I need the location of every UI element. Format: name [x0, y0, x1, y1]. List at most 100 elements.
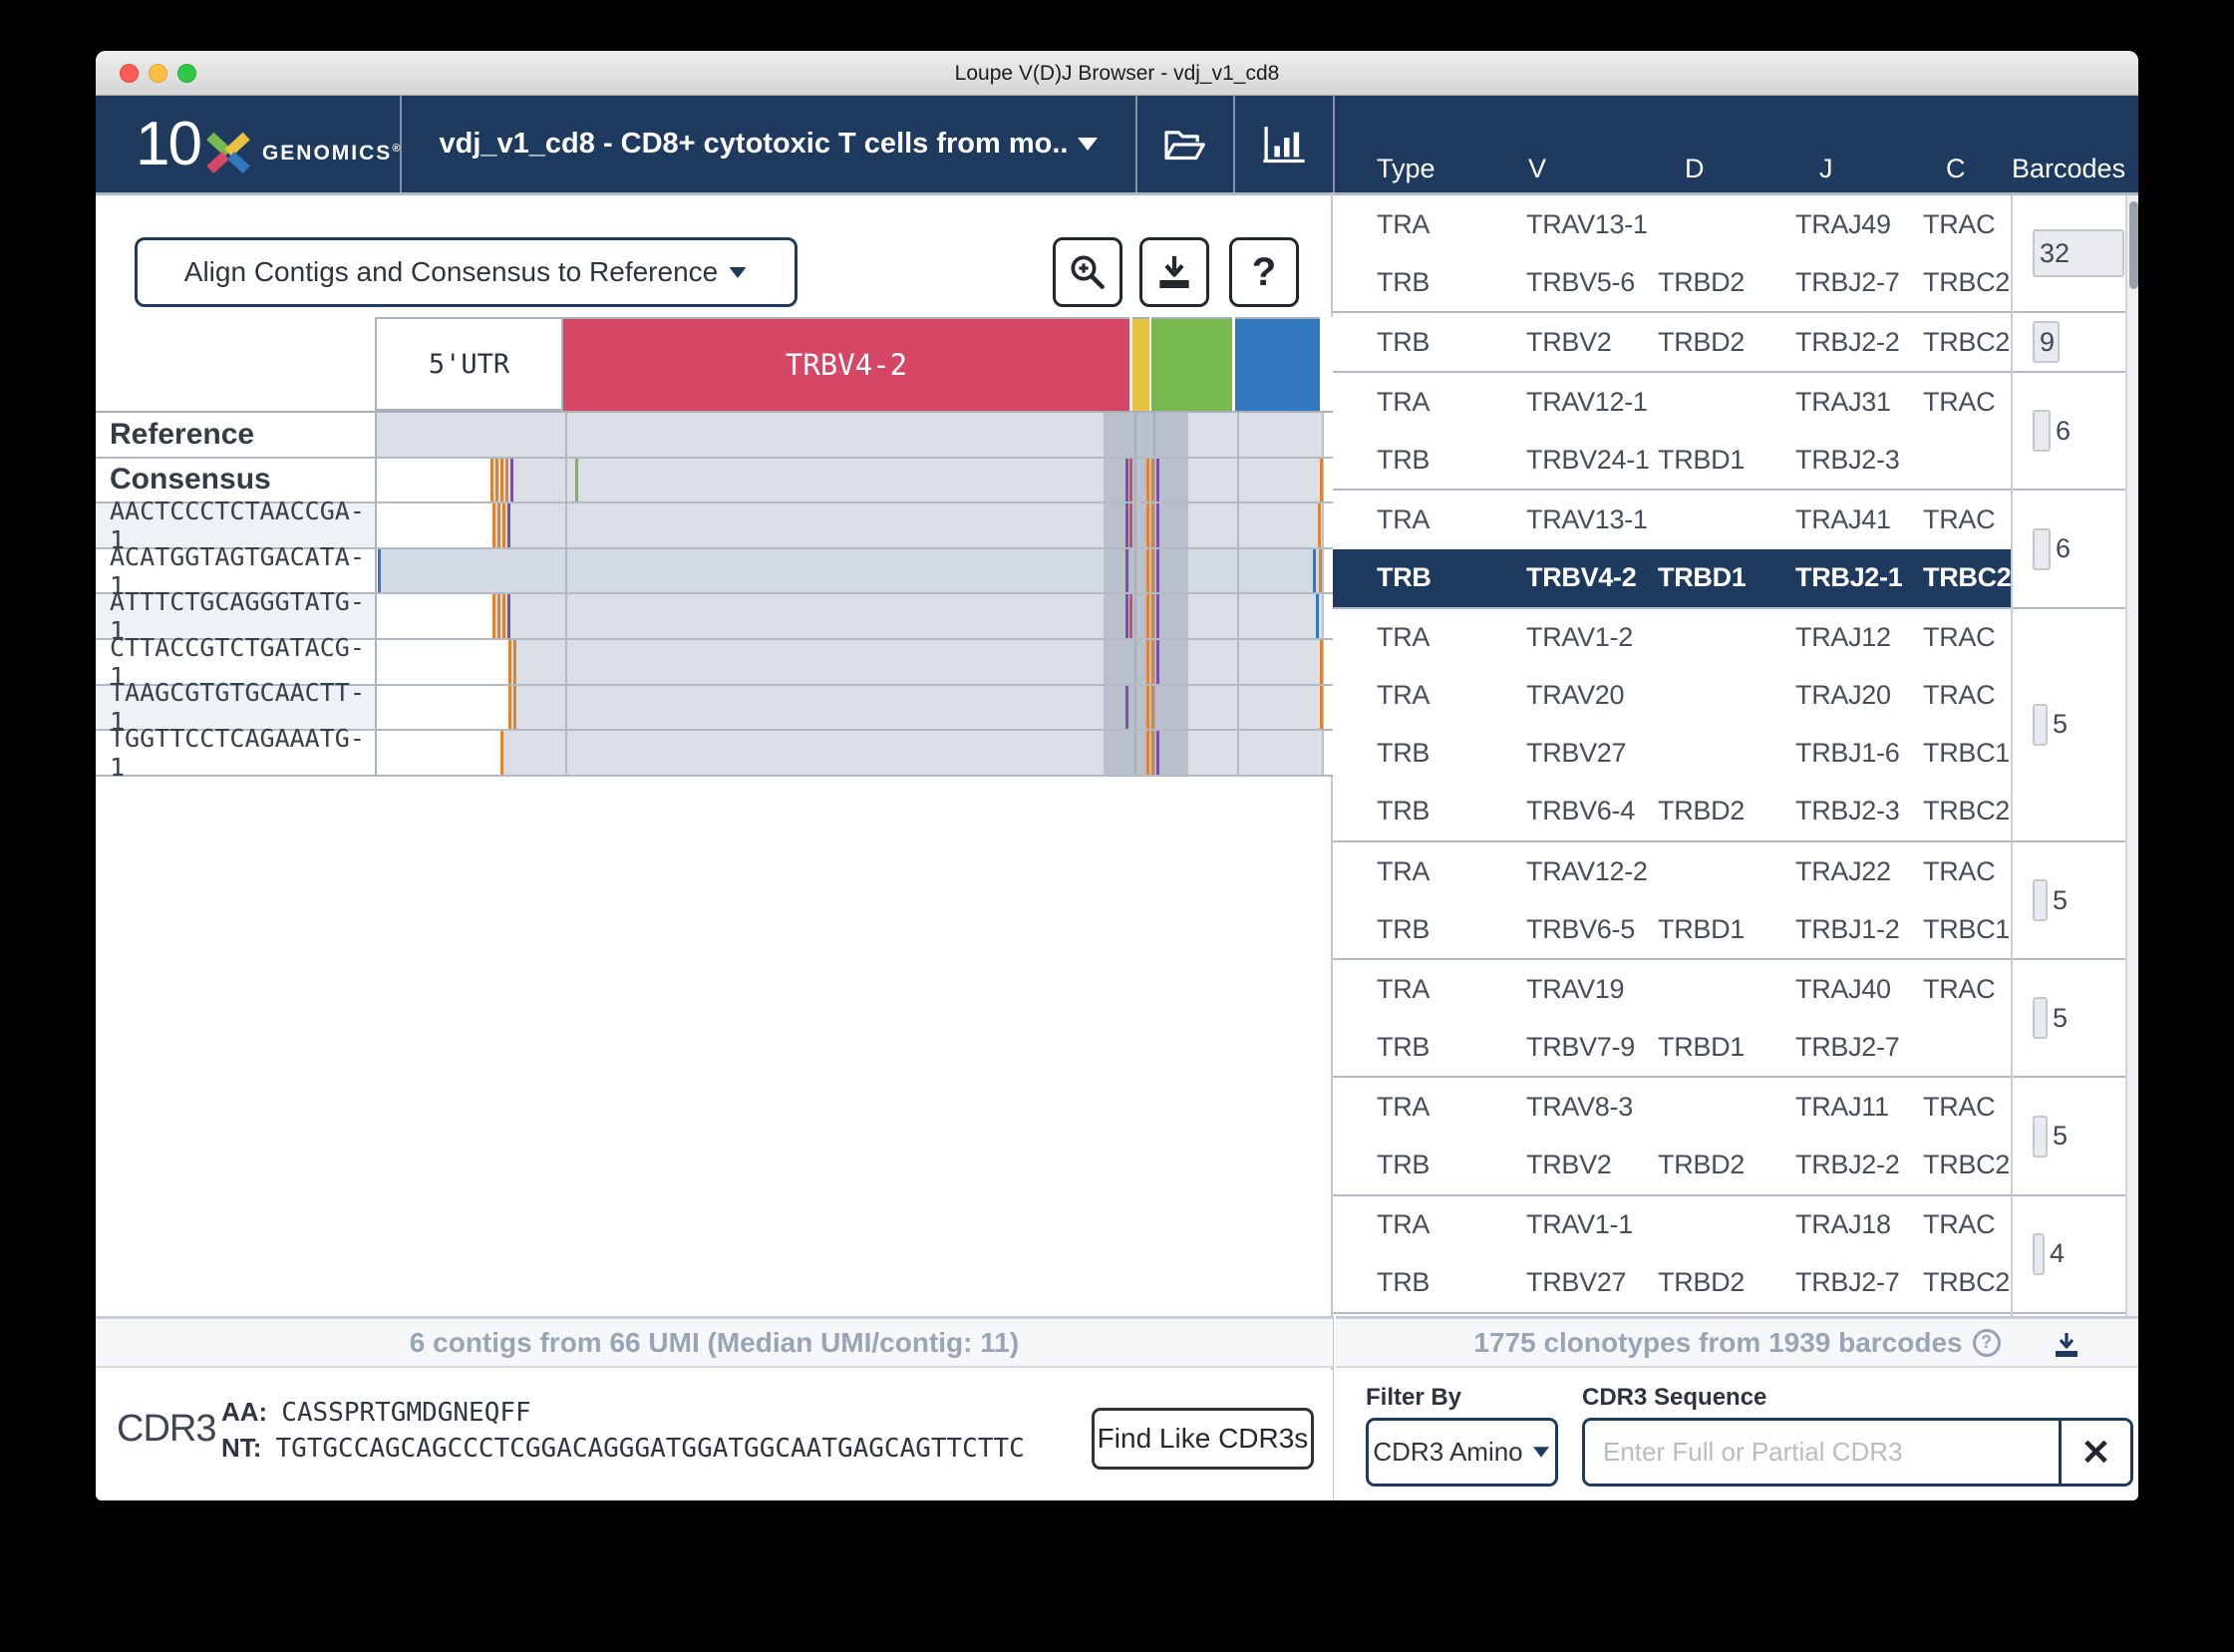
chain-row[interactable]: TRB TRBV27 TRBD2 TRBJ2-7 TRBC2 [1333, 1254, 2011, 1312]
cell-c: TRAC [1923, 855, 1996, 886]
contig-row[interactable]: ACATGGTAGTGACATA-1 [96, 542, 1333, 600]
j-gene-segment[interactable] [1151, 317, 1232, 411]
cell-type: TRA [1377, 973, 1431, 1004]
c-gene-segment[interactable] [1235, 317, 1320, 411]
chain-row[interactable]: TRB TRBV7-9 TRBD1 TRBJ2-7 [1333, 1018, 2011, 1076]
window-title: Loupe V(D)J Browser - vdj_v1_cd8 [954, 62, 1280, 85]
gridline [1237, 594, 1239, 638]
chain-row[interactable]: TRB TRBV5-6 TRBD2 TRBJ2-7 TRBC2 [1333, 253, 2011, 311]
chain-row[interactable]: TRB TRBV6-4 TRBD2 TRBJ2-3 TRBC2 [1333, 783, 2011, 840]
align-mode-selector[interactable]: Align Contigs and Consensus to Reference [135, 237, 798, 307]
filter-by-label: Filter By [1366, 1384, 1462, 1411]
d-gene-segment[interactable] [1132, 317, 1149, 411]
row-label: TGGTTCCTCAGAAATG-1 [110, 723, 365, 782]
column-header-barcodes: Barcodes [2012, 154, 2126, 183]
minimize-window-button[interactable] [149, 64, 167, 83]
barcodes-column-divider [2011, 195, 2013, 1316]
download-view-button[interactable] [1139, 237, 1209, 307]
cell-type: TRB [1377, 738, 1431, 769]
gridline [565, 685, 567, 730]
column-header-v: V [1528, 154, 1547, 183]
filter-by-selector[interactable]: CDR3 Amino [1366, 1418, 1558, 1487]
chain-row[interactable]: TRA TRAV13-1 TRAJ49 TRAC [1333, 195, 2011, 253]
contig-row[interactable]: TGGTTCCTCAGAAATG-1 [96, 723, 1333, 782]
help-button[interactable]: ? [1229, 237, 1299, 307]
dataset-label: vdj_v1_cd8 - CD8+ cytotoxic T cells from… [439, 128, 1069, 160]
cell-v: TRAV13-1 [1526, 208, 1648, 239]
chain-row[interactable]: TRA TRAV1-2 TRAJ12 TRAC [1333, 609, 2011, 667]
zoom-window-button[interactable] [177, 64, 196, 83]
contig-row[interactable]: CTTACCGTCTGATACG-1 [96, 633, 1333, 691]
cdr3-search-wrap: ✕ [1582, 1418, 2133, 1487]
cell-type: TRB [1377, 1031, 1431, 1062]
cell-d: TRBD1 [1658, 562, 1747, 593]
highlight-column [1104, 731, 1188, 775]
cell-c: TRBC2 [1923, 1267, 2011, 1298]
chain-row-selected[interactable]: TRB TRBV4-2 TRBD1 TRBJ2-1 TRBC2 [1333, 548, 2012, 607]
cell-v: TRAV12-2 [1526, 855, 1648, 886]
zoom-in-button[interactable] [1053, 237, 1122, 307]
alignment-track [375, 594, 1333, 638]
download-clonotypes-button[interactable] [2051, 1331, 2082, 1366]
chain-row[interactable]: TRB TRBV6-5 TRBD1 TRBJ1-2 TRBC1 [1333, 900, 2011, 958]
cell-c: TRBC2 [1923, 326, 2011, 357]
cell-d: TRBD2 [1658, 266, 1746, 297]
chain-row[interactable]: TRB TRBV24-1 TRBD1 TRBJ2-3 [1333, 431, 2011, 489]
chain-row[interactable]: TRA TRAV1-1 TRAJ18 TRAC [1333, 1196, 2011, 1254]
cell-j: TRBJ2-3 [1795, 796, 1900, 826]
cell-j: TRBJ2-7 [1795, 1267, 1900, 1298]
contig-row[interactable]: AACTCCCTCTAACCGA-1 [96, 496, 1333, 554]
alignment-row-consensus[interactable]: Consensus [96, 458, 1333, 504]
variant-tick [492, 503, 495, 547]
cell-c: TRBC1 [1923, 738, 2011, 769]
cell-type: TRA [1377, 208, 1431, 239]
barcode-count-bar [2033, 1232, 2045, 1275]
gridline [1322, 458, 1324, 502]
close-window-button[interactable] [120, 64, 139, 83]
cdr3-search-input[interactable] [1585, 1421, 2059, 1484]
cell-c: TRAC [1923, 1209, 1996, 1240]
variant-tick [497, 503, 500, 547]
contig-row[interactable]: TAAGCGTGTGCAACTT-1 [96, 678, 1333, 736]
cell-v: TRBV27 [1526, 738, 1627, 769]
chain-row[interactable]: TRB TRBV27 TRBJ1-6 TRBC1 [1333, 725, 2011, 783]
chain-row[interactable]: TRB TRBV2 TRBD2 TRBJ2-2 TRBC2 [1333, 313, 2011, 371]
chain-row[interactable]: TRB TRBV2 TRBD2 TRBJ2-2 TRBC2 [1333, 1137, 2011, 1194]
gridline [565, 503, 567, 547]
clear-filter-button[interactable]: ✕ [2059, 1421, 2130, 1484]
chain-row[interactable]: TRA TRAV12-1 TRAJ31 TRAC [1333, 373, 2011, 431]
scrollbar-thumb[interactable] [2129, 201, 2138, 289]
gridline [1153, 731, 1155, 775]
align-mode-label: Align Contigs and Consensus to Reference [183, 256, 719, 287]
variant-tick [1320, 639, 1323, 684]
open-file-button[interactable] [1137, 96, 1233, 192]
cell-v: TRBV2 [1526, 1150, 1612, 1180]
chain-row[interactable]: TRA TRAV20 TRAJ20 TRAC [1333, 667, 2011, 725]
chain-row[interactable]: TRA TRAV13-1 TRAJ41 TRAC [1333, 491, 2011, 548]
contig-row[interactable]: ATTTCTGCAGGGTATG-1 [96, 587, 1333, 645]
variant-tick [1313, 548, 1316, 593]
find-like-cdr3s-button[interactable]: Find Like CDR3s [1092, 1408, 1314, 1470]
v-gene-segment[interactable]: TRBV4-2 [563, 317, 1129, 411]
cell-v: TRBV7-9 [1526, 1031, 1635, 1062]
variant-tick [1125, 548, 1128, 593]
cell-type: TRA [1377, 680, 1431, 711]
cell-j: TRBJ1-2 [1795, 913, 1900, 944]
alignment-track [375, 503, 1333, 547]
utr-segment[interactable]: 5'UTR [375, 317, 563, 411]
clonotype-table: TRA TRAV13-1 TRAJ49 TRAC TRB TRBV5-6 TRBD2 TRBJ… [1333, 195, 2138, 1316]
charts-button[interactable] [1235, 96, 1333, 192]
chain-row[interactable]: TRA TRAV12-2 TRAJ22 TRAC [1333, 842, 2011, 900]
column-header-d: D [1685, 154, 1705, 183]
dataset-selector[interactable]: vdj_v1_cd8 - CD8+ cytotoxic T cells from… [402, 96, 1135, 192]
clonotype-scrollbar[interactable] [2125, 195, 2138, 1316]
cell-j: TRBJ2-2 [1795, 1150, 1900, 1180]
gridline [565, 594, 567, 638]
chain-row[interactable]: TRA TRAV8-3 TRAJ11 TRAC [1333, 1078, 2011, 1136]
help-circle-icon[interactable]: ? [1972, 1328, 2001, 1357]
row-label: TAAGCGTGTGCAACTT-1 [96, 678, 375, 736]
variant-tick [1156, 458, 1159, 502]
chain-row[interactable]: TRA TRAV19 TRAJ40 TRAC [1333, 960, 2011, 1018]
cell-c: TRAC [1923, 622, 1996, 653]
alignment-row-reference[interactable]: Reference [96, 413, 1333, 459]
